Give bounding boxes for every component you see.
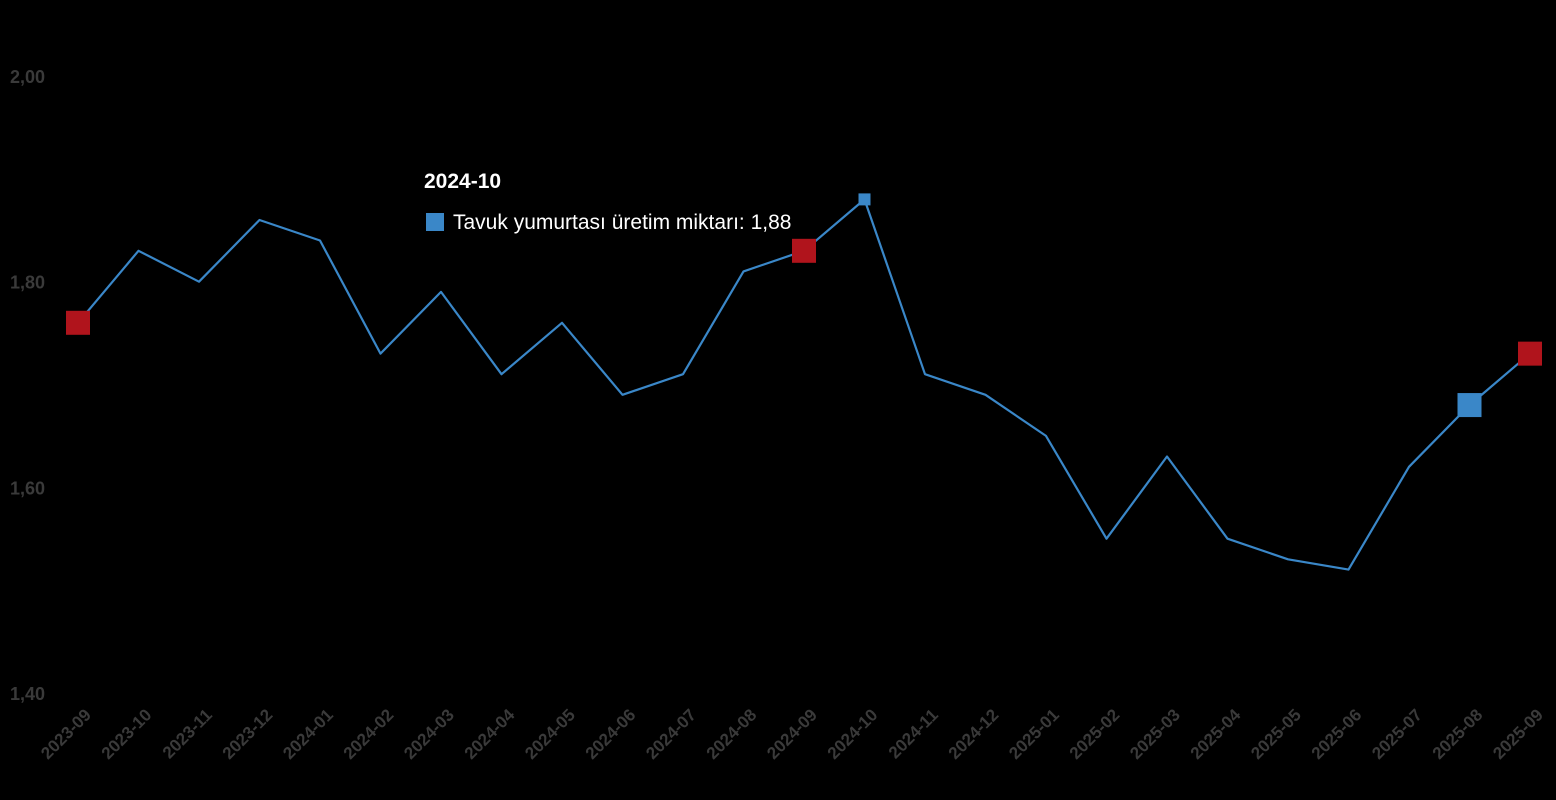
x-tick-label: 2025-06 <box>1308 705 1366 763</box>
data-point[interactable] <box>315 236 325 246</box>
x-tick-label: 2024-02 <box>340 705 398 763</box>
x-tick-label: 2025-07 <box>1368 705 1426 763</box>
x-tick-label: 2023-09 <box>37 705 95 763</box>
x-tick-label: 2023-12 <box>219 705 277 763</box>
x-tick-label: 2024-11 <box>885 705 942 762</box>
x-tick-label: 2024-08 <box>703 705 761 763</box>
data-point[interactable] <box>376 349 386 359</box>
data-point[interactable] <box>436 287 446 297</box>
y-axis: 1,40 1,60 1,80 2,00 <box>10 67 45 704</box>
x-tick-label: 2024-04 <box>461 705 519 763</box>
data-point[interactable] <box>1283 554 1293 564</box>
highlight-marker <box>66 310 90 335</box>
data-point[interactable] <box>194 277 204 287</box>
x-tick-label: 2025-02 <box>1066 705 1124 763</box>
x-tick-label: 2024-06 <box>582 705 640 763</box>
x-tick-label: 2025-04 <box>1187 705 1245 763</box>
y-tick-label: 1,60 <box>10 478 45 498</box>
data-point[interactable] <box>1223 534 1233 544</box>
tooltip-series-swatch <box>426 213 444 231</box>
highlight-marker <box>1518 341 1542 366</box>
highlight-marker <box>792 238 816 263</box>
x-tick-label: 2024-05 <box>521 705 579 763</box>
data-point[interactable] <box>920 369 930 379</box>
data-point[interactable] <box>1041 431 1051 441</box>
x-tick-label: 2024-03 <box>400 705 458 763</box>
data-point[interactable] <box>497 369 507 379</box>
x-tick-label: 2025-05 <box>1247 705 1305 763</box>
data-point[interactable] <box>1102 534 1112 544</box>
hovered-point-marker[interactable] <box>858 193 871 206</box>
x-tick-label: 2025-09 <box>1489 705 1547 763</box>
data-point[interactable] <box>134 246 144 256</box>
x-tick-label: 2023-11 <box>159 705 216 762</box>
x-tick-label: 2024-01 <box>279 705 337 763</box>
x-tick-label: 2023-10 <box>98 705 156 763</box>
data-point[interactable] <box>981 390 991 400</box>
data-point[interactable] <box>557 318 567 328</box>
y-tick-label: 1,80 <box>10 273 45 293</box>
x-axis: 2023-09 2023-10 2023-11 2023-12 2024-01 2024-… <box>37 705 1547 763</box>
data-point[interactable] <box>1162 451 1172 461</box>
data-point[interactable] <box>255 215 265 225</box>
x-tick-label: 2024-07 <box>642 705 700 763</box>
x-tick-label: 2024-12 <box>945 705 1003 763</box>
data-point[interactable] <box>739 266 749 276</box>
highlight-marker <box>1457 393 1482 418</box>
tooltip: 2024-10 Tavuk yumurtası üretim miktarı: … <box>424 170 791 234</box>
x-tick-label: 2025-01 <box>1005 705 1063 763</box>
data-point[interactable] <box>678 369 688 379</box>
x-tick-label: 2024-09 <box>763 705 821 763</box>
tooltip-value: Tavuk yumurtası üretim miktarı: 1,88 <box>453 211 791 234</box>
x-tick-label: 2025-03 <box>1126 705 1184 763</box>
y-tick-label: 1,40 <box>10 684 45 704</box>
marker-layer <box>66 193 1542 418</box>
tooltip-title: 2024-10 <box>424 170 501 193</box>
data-point[interactable] <box>1344 565 1354 575</box>
x-tick-label: 2025-08 <box>1429 705 1487 763</box>
data-point[interactable] <box>1404 462 1414 472</box>
data-point[interactable] <box>618 390 628 400</box>
y-tick-label: 2,00 <box>10 67 45 87</box>
x-tick-label: 2024-10 <box>824 705 882 763</box>
